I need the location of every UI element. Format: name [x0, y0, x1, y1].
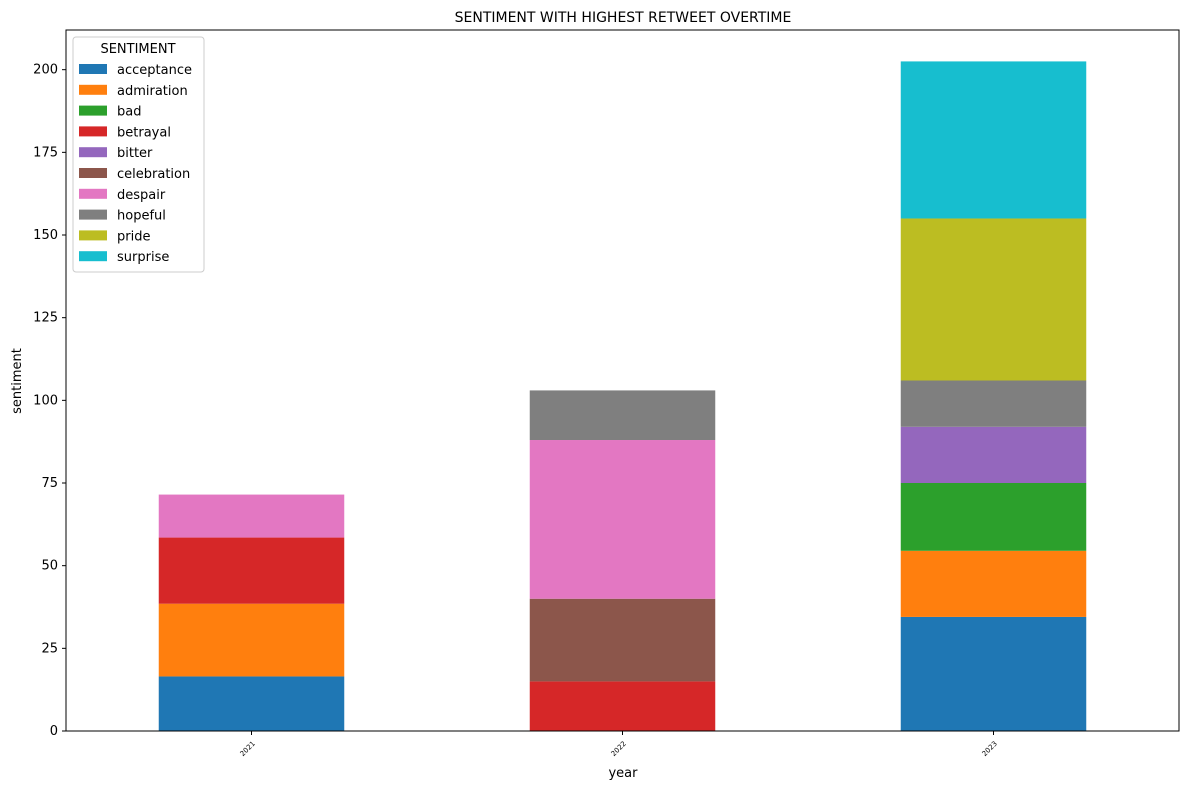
y-tick-label: 75 — [41, 476, 58, 491]
y-tick-label: 25 — [41, 641, 58, 656]
legend-label: bad — [117, 105, 141, 120]
bar-segment — [158, 603, 345, 677]
bar-segment — [900, 61, 1087, 219]
legend-swatch — [79, 168, 107, 178]
legend-swatch — [79, 147, 107, 158]
legend: SENTIMENT acceptance admiration bad betraya… — [72, 36, 205, 273]
bar-segment — [529, 681, 716, 731]
y-tick-label: 175 — [33, 145, 58, 160]
legend-label: admiration — [117, 84, 188, 99]
bar-segment — [900, 616, 1087, 731]
y-tick-label: 150 — [33, 228, 58, 243]
x-tick-label: 2023 — [981, 740, 999, 758]
y-tick-label: 200 — [33, 63, 58, 78]
legend-title: SENTIMENT — [100, 42, 175, 57]
y-tick-label: 125 — [33, 311, 58, 326]
chart-title: SENTIMENT WITH HIGHEST RETWEET OVERTIME — [455, 10, 792, 26]
bar-segment — [158, 494, 345, 538]
legend-label: bitter — [117, 146, 153, 161]
legend-swatch — [79, 126, 107, 137]
x-tick-label: 2022 — [610, 740, 628, 758]
x-axis: 2021 2022 2023 — [239, 731, 999, 758]
bar-segment — [900, 483, 1087, 551]
legend-label: celebration — [117, 167, 190, 182]
legend-swatch — [79, 209, 107, 220]
y-tick-label: 50 — [41, 559, 58, 574]
legend-label: despair — [117, 188, 166, 203]
legend-swatch — [79, 230, 107, 241]
bar-segment — [158, 676, 345, 731]
y-axis: 0 25 50 75 100 125 150 175 200 — [33, 63, 66, 739]
bar-segment — [900, 550, 1087, 617]
bar-segment — [900, 426, 1087, 484]
bars-layer — [158, 61, 1087, 731]
legend-swatch — [79, 188, 107, 199]
legend-label: surprise — [117, 250, 169, 265]
y-axis-label: sentiment — [10, 348, 25, 414]
legend-label: hopeful — [117, 209, 166, 224]
legend-label: betrayal — [117, 125, 171, 140]
legend-swatch — [79, 251, 107, 262]
bar-segment — [158, 537, 345, 604]
bar-segment — [900, 218, 1087, 381]
legend-label: pride — [117, 229, 150, 244]
legend-swatch — [79, 105, 107, 116]
legend-label: acceptance — [117, 63, 192, 78]
legend-items: acceptance admiration bad betrayal bitter cel… — [79, 63, 192, 265]
bar-segment — [529, 598, 716, 682]
y-tick-label: 100 — [33, 393, 58, 408]
x-axis-label: year — [608, 766, 638, 781]
x-tick-label: 2021 — [239, 740, 257, 758]
legend-swatch — [79, 64, 107, 74]
y-tick-label: 0 — [50, 724, 58, 739]
bar-segment — [529, 390, 716, 441]
bar-segment — [529, 440, 716, 599]
legend-swatch — [79, 84, 107, 95]
bar-segment — [900, 380, 1087, 427]
